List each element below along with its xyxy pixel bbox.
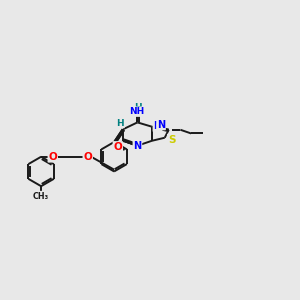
Text: N: N	[153, 121, 161, 131]
Text: S: S	[168, 135, 175, 145]
Text: N: N	[157, 119, 165, 130]
Text: H: H	[116, 118, 124, 127]
Text: O: O	[113, 142, 122, 152]
Text: N: N	[134, 141, 142, 151]
Text: O: O	[83, 152, 92, 162]
Text: H: H	[134, 103, 142, 112]
Text: O: O	[48, 152, 57, 162]
Text: NH: NH	[129, 107, 144, 116]
Text: CH₃: CH₃	[33, 191, 49, 200]
